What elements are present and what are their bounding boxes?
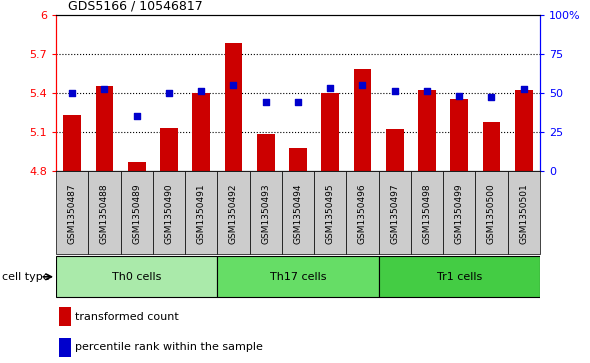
Bar [322,93,339,171]
Bar [353,69,371,171]
Bar [411,171,443,254]
Text: Th17 cells: Th17 cells [270,272,326,282]
Bar [418,90,436,171]
Text: GDS5166 / 10546817: GDS5166 / 10546817 [68,0,202,13]
Text: GSM1350498: GSM1350498 [422,183,431,244]
Text: transformed count: transformed count [75,311,179,322]
Bar [476,171,507,254]
Text: Th0 cells: Th0 cells [112,272,162,282]
Bar [63,115,81,171]
Point [229,82,238,87]
Text: percentile rank within the sample: percentile rank within the sample [75,342,263,352]
Bar [217,256,379,297]
Text: GSM1350491: GSM1350491 [196,183,206,244]
Bar [185,171,217,254]
Bar [153,171,185,254]
Point [390,88,399,94]
Bar [379,171,411,254]
Bar [160,128,178,171]
Text: GSM1350496: GSM1350496 [358,183,367,244]
Point [487,94,496,100]
Text: GSM1350500: GSM1350500 [487,183,496,244]
Bar [128,162,146,171]
Bar [225,43,242,171]
Point [422,88,432,94]
Text: Tr1 cells: Tr1 cells [437,272,482,282]
Bar [192,93,210,171]
Point [326,85,335,91]
Bar [257,134,274,171]
Bar [450,99,468,171]
Text: GSM1350488: GSM1350488 [100,183,109,244]
Bar [346,171,379,254]
Text: GSM1350487: GSM1350487 [68,183,77,244]
Bar [282,171,314,254]
Text: GSM1350495: GSM1350495 [326,183,335,244]
Bar [289,148,307,171]
Bar [250,171,282,254]
Bar [217,171,250,254]
Point [358,82,367,87]
Bar [59,307,71,326]
Text: GSM1350494: GSM1350494 [293,183,303,244]
Text: GSM1350489: GSM1350489 [132,183,141,244]
Bar [96,86,113,171]
Bar [515,90,533,171]
Bar [386,129,404,171]
Point [261,99,270,105]
Point [67,90,77,95]
Bar [56,256,217,297]
Bar [56,171,88,254]
Bar [59,338,71,356]
Bar [507,171,540,254]
Point [519,86,529,92]
Point [132,113,142,119]
Text: GSM1350493: GSM1350493 [261,183,270,244]
Point [164,90,173,95]
Bar [483,122,500,171]
Point [454,93,464,99]
Point [100,86,109,92]
Text: GSM1350492: GSM1350492 [229,183,238,244]
Bar [120,171,153,254]
Bar [443,171,476,254]
Text: GSM1350501: GSM1350501 [519,183,528,244]
Bar [379,256,540,297]
Bar [314,171,346,254]
Text: GSM1350497: GSM1350497 [390,183,399,244]
Text: GSM1350499: GSM1350499 [455,183,464,244]
Text: cell type: cell type [2,272,53,282]
Text: GSM1350490: GSM1350490 [165,183,173,244]
Point [293,99,303,105]
Bar [88,171,120,254]
Point [196,88,206,94]
